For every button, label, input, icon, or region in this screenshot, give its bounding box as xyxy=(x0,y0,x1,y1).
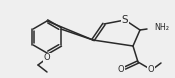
Text: NH₂: NH₂ xyxy=(154,23,169,33)
Text: O: O xyxy=(148,66,154,74)
Text: S: S xyxy=(122,15,128,25)
Text: O: O xyxy=(118,66,124,74)
Text: O: O xyxy=(44,54,50,62)
